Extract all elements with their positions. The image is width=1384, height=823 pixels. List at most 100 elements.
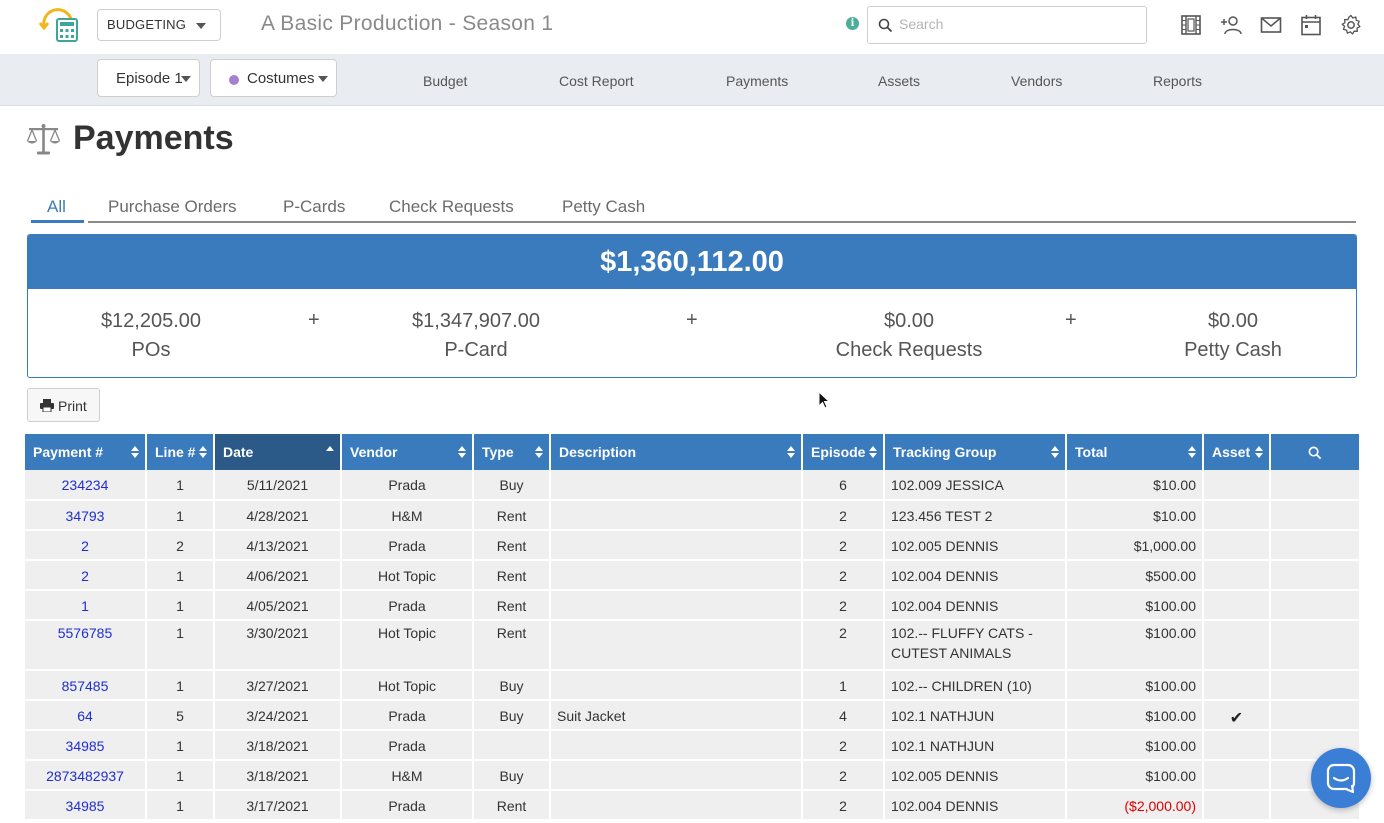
vendor-cell: Prada xyxy=(341,530,474,561)
column-header-date[interactable]: Date xyxy=(214,434,342,470)
payment-number-link[interactable]: 2 xyxy=(25,530,147,561)
date-cell: 3/30/2021 xyxy=(214,620,342,671)
payment-number-link[interactable]: 5576785 xyxy=(25,620,147,671)
asset-cell xyxy=(1203,590,1271,621)
date-cell: 3/18/2021 xyxy=(214,730,342,761)
episode-cell: 2 xyxy=(802,760,885,791)
episode-cell: 2 xyxy=(802,730,885,761)
vendor-cell: Hot Topic xyxy=(341,620,474,671)
nav-link-payments[interactable]: Payments xyxy=(726,73,789,89)
date-cell: 3/27/2021 xyxy=(214,670,342,701)
column-header-asset[interactable]: Asset xyxy=(1203,434,1271,470)
column-header-vendor[interactable]: Vendor xyxy=(341,434,474,470)
description-cell xyxy=(550,790,803,821)
tab-check-requests[interactable]: Check Requests xyxy=(389,197,514,216)
episode-cell: 2 xyxy=(802,530,885,561)
table-row[interactable]: 2 1 4/06/2021 Hot Topic Rent 2 102.004 DENNIS $… xyxy=(25,560,1359,591)
line-number-cell: 1 xyxy=(146,470,215,501)
tab-petty-cash[interactable]: Petty Cash xyxy=(562,197,646,216)
type-cell: Buy xyxy=(473,670,551,701)
nav-link-reports[interactable]: Reports xyxy=(1153,73,1203,89)
type-cell: Rent xyxy=(473,500,551,531)
tab-divider xyxy=(88,221,1356,223)
summary-petty-cash-amount: $0.00 xyxy=(1207,310,1259,332)
table-row[interactable]: 857485 1 3/27/2021 Hot Topic Buy 1 102.-- CHIL… xyxy=(25,670,1359,701)
table-row[interactable]: 2873482937 1 3/18/2021 H&M Buy 2 102.005 DENNI… xyxy=(25,760,1359,791)
sort-icon xyxy=(787,446,795,458)
chevron-down-icon xyxy=(196,23,206,29)
table-row[interactable]: 234234 1 5/11/2021 Prada Buy 6 102.009 JESSICA… xyxy=(25,470,1359,501)
summary-pos-amount: $12,205.00 xyxy=(100,310,202,332)
search-input[interactable] xyxy=(899,16,1139,32)
search-box[interactable] xyxy=(867,6,1147,44)
mail-icon[interactable] xyxy=(1260,14,1282,36)
payment-number-link[interactable]: 2 xyxy=(25,560,147,591)
payment-number-link[interactable]: 64 xyxy=(25,700,147,731)
print-button[interactable]: Print xyxy=(27,388,100,422)
table-row[interactable]: 1 1 4/05/2021 Prada Rent 2 102.004 DENNIS $100.… xyxy=(25,590,1359,621)
description-cell xyxy=(550,470,803,501)
column-header-description[interactable]: Description xyxy=(550,434,803,470)
table-row[interactable]: 34985 1 3/18/2021 Prada 2 102.1 NATHJUN $100.0… xyxy=(25,730,1359,761)
table-row[interactable]: 2 2 4/13/2021 Prada Rent 2 102.005 DENNIS $1,00… xyxy=(25,530,1359,561)
calendar-icon[interactable] xyxy=(1300,14,1322,36)
payments-summary: $1,360,112.00 $12,205.00 POs + $1,347,90… xyxy=(27,234,1357,378)
tracking-group-cell: 102.1 NATHJUN xyxy=(884,700,1067,731)
column-header-search[interactable] xyxy=(1270,434,1359,470)
table-row[interactable]: 5576785 1 3/30/2021 Hot Topic Rent 2 102.-- FL… xyxy=(25,620,1359,671)
column-header-line-number[interactable]: Line # xyxy=(146,434,215,470)
column-header-episode[interactable]: Episode xyxy=(802,434,885,470)
print-button-label: Print xyxy=(58,398,87,414)
app-logo-icon[interactable] xyxy=(38,6,80,42)
column-header-tracking-group[interactable]: Tracking Group xyxy=(884,434,1067,470)
type-cell: Rent xyxy=(473,590,551,621)
payment-number-link[interactable]: 34985 xyxy=(25,790,147,821)
date-cell: 4/05/2021 xyxy=(214,590,342,621)
module-select[interactable]: BUDGETING xyxy=(97,9,221,41)
table-row[interactable]: 34793 1 4/28/2021 H&M Rent 2 123.456 TEST 2 $10… xyxy=(25,500,1359,531)
row-actions-cell xyxy=(1270,620,1359,671)
table-row[interactable]: 34985 1 3/17/2021 Prada Rent 2 102.004 DENNIS(… xyxy=(25,790,1359,821)
tab-all[interactable]: All xyxy=(47,197,66,216)
total-cell: $100.00 xyxy=(1066,760,1204,791)
payment-number-link[interactable]: 34985 xyxy=(25,730,147,761)
vendor-cell: Prada xyxy=(341,590,474,621)
column-header-label: Type xyxy=(482,444,514,460)
summary-check-requests-label: Check Requests xyxy=(835,339,983,361)
payment-number-link[interactable]: 234234 xyxy=(25,470,147,501)
department-select[interactable]: Costumes xyxy=(210,59,337,97)
nav-link-assets[interactable]: Assets xyxy=(878,73,921,89)
sort-icon xyxy=(199,446,207,458)
type-cell xyxy=(473,730,551,761)
add-user-icon[interactable] xyxy=(1220,14,1242,36)
line-number-cell: 1 xyxy=(146,560,215,591)
chevron-down-icon xyxy=(318,76,328,82)
table-row[interactable]: 64 5 3/24/2021 Prada Buy Suit Jacket 4 102.1 NA… xyxy=(25,700,1359,731)
info-icon[interactable]: i xyxy=(846,17,859,30)
payment-number-link[interactable]: 1 xyxy=(25,590,147,621)
column-header-type[interactable]: Type xyxy=(473,434,551,470)
tab-purchase-orders[interactable]: Purchase Orders xyxy=(108,197,237,216)
payment-number-link[interactable]: 2873482937 xyxy=(25,760,147,791)
nav-link-cost-report[interactable]: Cost Report xyxy=(559,73,634,89)
description-cell xyxy=(550,500,803,531)
nav-link-vendors[interactable]: Vendors xyxy=(1011,73,1063,89)
gear-icon[interactable] xyxy=(1340,14,1362,36)
chat-launcher-button[interactable] xyxy=(1311,748,1371,808)
payment-number-link[interactable]: 857485 xyxy=(25,670,147,701)
column-header-total[interactable]: Total xyxy=(1066,434,1204,470)
column-header-label: Payment # xyxy=(33,444,104,460)
payment-number-link[interactable]: 34793 xyxy=(25,500,147,531)
sort-icon xyxy=(131,446,139,458)
nav-link-budget[interactable]: Budget xyxy=(423,73,468,89)
line-number-cell: 1 xyxy=(146,670,215,701)
summary-check-requests: $0.00 Check Requests xyxy=(828,307,990,365)
film-icon[interactable] xyxy=(1180,14,1202,36)
vendor-cell: Hot Topic xyxy=(341,670,474,701)
total-cell: $100.00 xyxy=(1066,730,1204,761)
column-header-label: Description xyxy=(559,444,637,460)
asset-cell xyxy=(1203,730,1271,761)
episode-select[interactable]: Episode 1 xyxy=(97,59,200,97)
tab-p-cards[interactable]: P-Cards xyxy=(283,197,346,216)
column-header-payment-number[interactable]: Payment # xyxy=(25,434,147,470)
